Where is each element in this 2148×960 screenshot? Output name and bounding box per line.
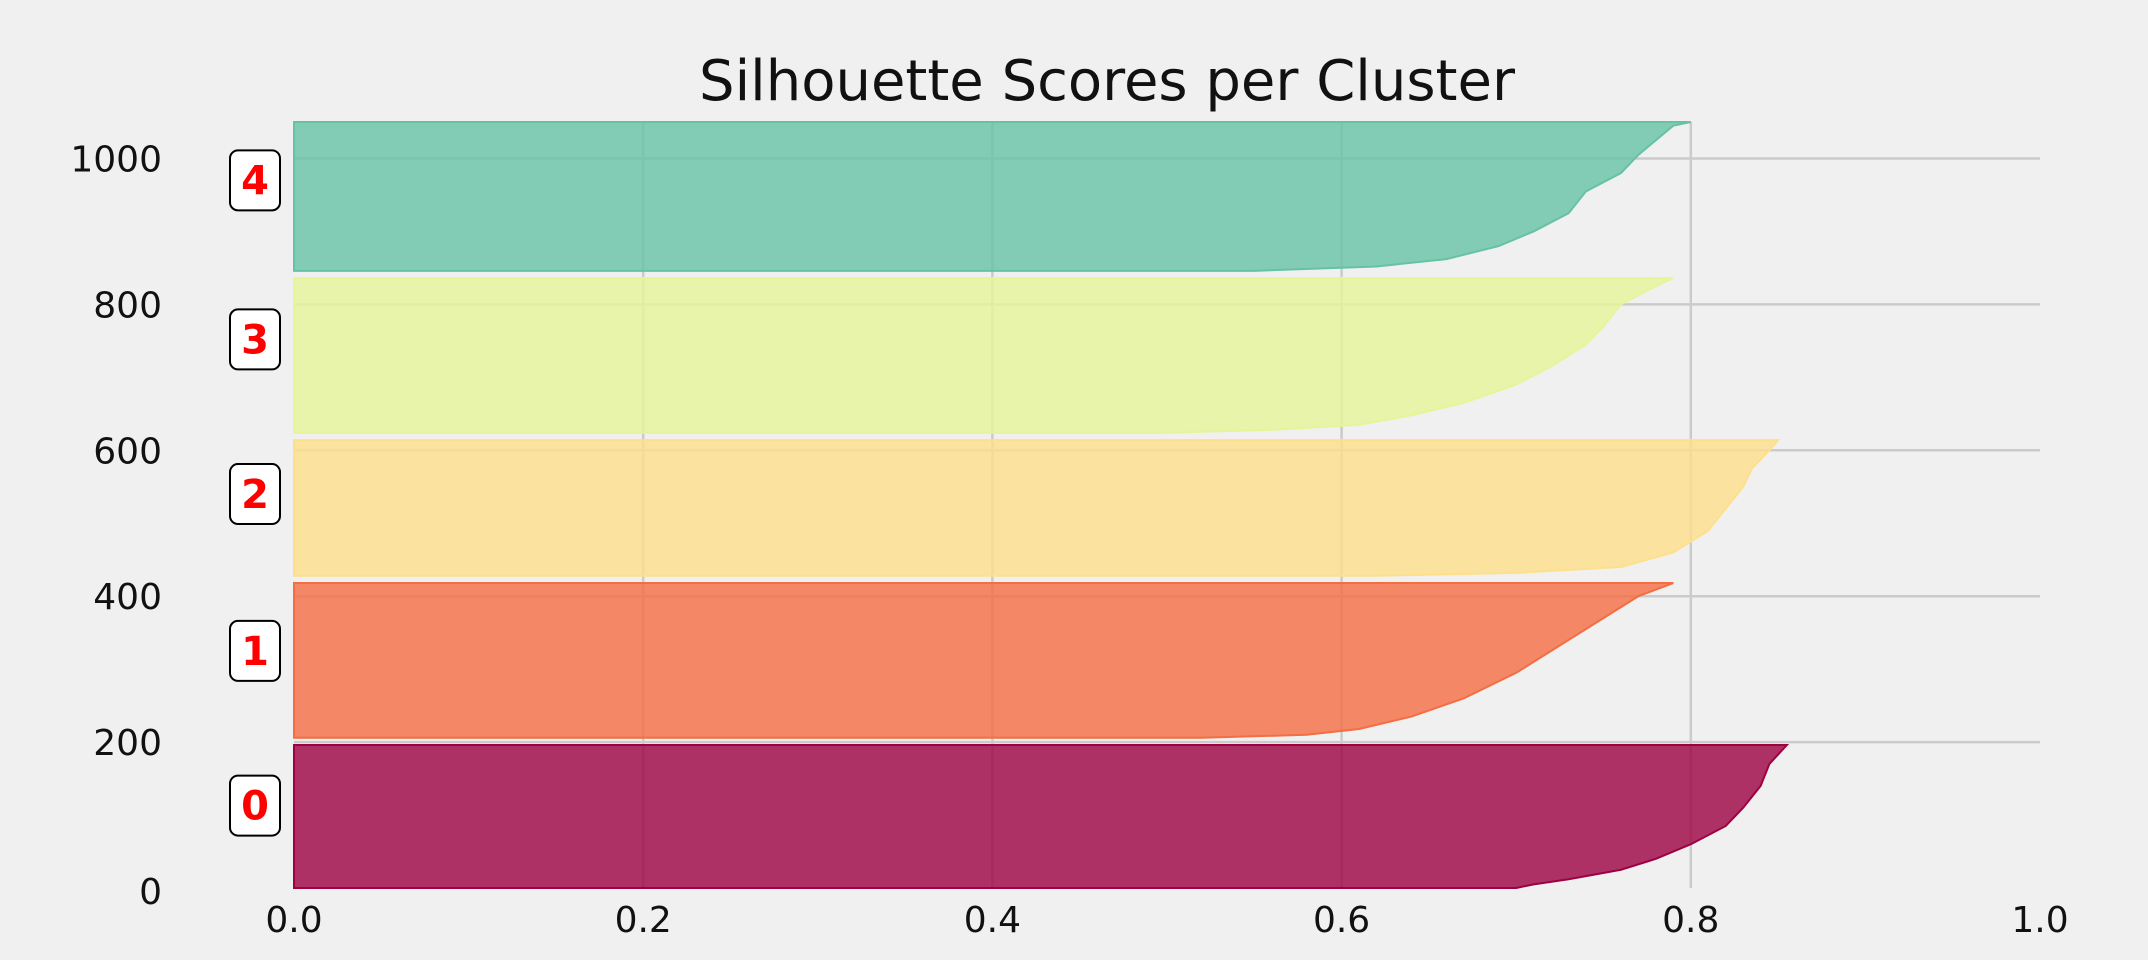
cluster-label-text: 0 xyxy=(241,784,269,830)
cluster-label-text: 3 xyxy=(241,317,269,363)
y-tick-label-4: 800 xyxy=(93,285,162,326)
cluster-label-text: 2 xyxy=(241,472,269,518)
cluster-label-2: 2 xyxy=(229,463,281,526)
cluster-label-box xyxy=(229,463,281,526)
x-tick-label-0: 0.0 xyxy=(265,900,322,941)
silhouette-areas xyxy=(293,121,1790,889)
cluster-label-box xyxy=(229,619,281,682)
cluster-label-box xyxy=(229,308,281,371)
cluster-label-3: 3 xyxy=(229,308,281,371)
cluster-label-box xyxy=(229,149,281,212)
cluster-label-box xyxy=(229,774,281,837)
silhouette-cluster-0 xyxy=(293,744,1790,889)
cluster-label-1: 1 xyxy=(229,619,281,682)
y-axis-ticks: 0 200 400 600 800 1000 xyxy=(70,139,162,913)
silhouette-cluster-4 xyxy=(293,121,1692,272)
chart-title: Silhouette Scores per Cluster xyxy=(699,49,1516,114)
x-axis-ticks: 0.0 0.2 0.4 0.6 0.8 1.0 xyxy=(265,900,2068,941)
cluster-label-text: 1 xyxy=(241,629,269,675)
x-tick-label-5: 1.0 xyxy=(2011,900,2068,941)
silhouette-cluster-3 xyxy=(293,277,1674,434)
x-tick-label-1: 0.2 xyxy=(615,900,672,941)
y-tick-label-0: 0 xyxy=(139,872,162,913)
y-tick-label-3: 600 xyxy=(93,431,162,472)
silhouette-cluster-2 xyxy=(293,439,1781,577)
cluster-label-4: 4 xyxy=(229,149,281,212)
y-tick-label-1: 200 xyxy=(93,723,162,764)
cluster-label-0: 0 xyxy=(229,774,281,837)
x-tick-label-2: 0.4 xyxy=(964,900,1021,941)
x-tick-label-3: 0.6 xyxy=(1313,900,1370,941)
x-tick-label-4: 0.8 xyxy=(1662,900,1719,941)
cluster-labels: 0 1 2 3 4 xyxy=(229,149,281,837)
cluster-label-text: 4 xyxy=(241,158,269,204)
y-tick-label-5: 1000 xyxy=(70,139,162,180)
y-tick-label-2: 400 xyxy=(93,577,162,618)
silhouette-cluster-1 xyxy=(293,582,1674,739)
